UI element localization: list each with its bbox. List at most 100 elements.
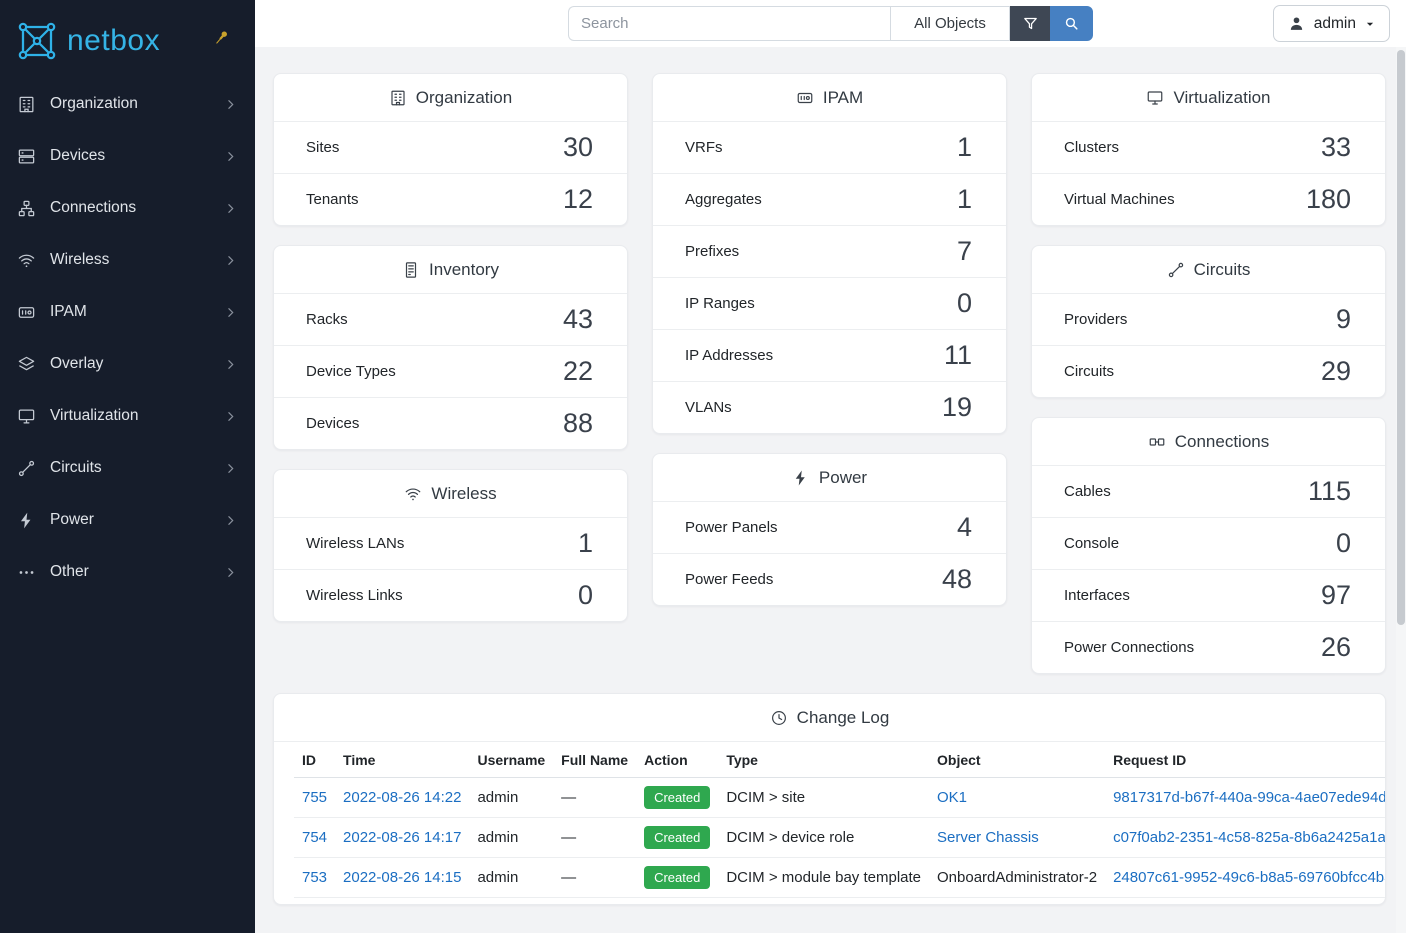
filter-button[interactable] xyxy=(1010,6,1050,41)
pin-icon[interactable] xyxy=(212,28,231,47)
netbox-logo-text: netbox xyxy=(67,24,161,57)
stat-link-wireless-links[interactable]: Wireless Links xyxy=(306,587,403,604)
change-time-link[interactable]: 2022-08-26 14:17 xyxy=(343,829,462,846)
change-object: OnboardAdministrator-2 xyxy=(929,857,1106,898)
change-time-link[interactable]: 2022-08-26 14:15 xyxy=(343,869,462,886)
stat-link-devices[interactable]: Devices xyxy=(306,415,360,432)
change-request-id-link[interactable]: 24807c61-9952-49c6-b8a5-69760bfcc4b3 xyxy=(1113,869,1386,886)
sidebar-item-power[interactable]: Power xyxy=(0,494,255,546)
dashboard-column-1: Organization Sites 30 Tenants 12 Invento… xyxy=(273,73,628,693)
stat-link-aggregates[interactable]: Aggregates xyxy=(685,191,762,208)
stat-link-clusters[interactable]: Clusters xyxy=(1064,139,1120,156)
stat-row: Sites 30 xyxy=(274,122,627,174)
cable-icon xyxy=(1148,433,1166,451)
stat-link-cables[interactable]: Cables xyxy=(1064,483,1111,500)
stat-link-power-connections[interactable]: Power Connections xyxy=(1064,639,1195,656)
card-title: Power xyxy=(818,468,868,487)
stat-link-vlans[interactable]: VLANs xyxy=(685,399,732,416)
change-full-name: — xyxy=(553,857,637,898)
circuits-card: Circuits Providers 9 Circuits 29 xyxy=(1031,245,1386,398)
change-request-id-link[interactable]: c07f0ab2-2351-4c58-825a-8b6a2425a1ab xyxy=(1113,829,1386,846)
col-header-full-name: Full Name xyxy=(553,742,637,778)
stat-link-ip-ranges[interactable]: IP Ranges xyxy=(685,295,755,312)
ip-box-icon xyxy=(17,303,36,322)
stat-link-tenants[interactable]: Tenants xyxy=(306,191,359,208)
change-id-link[interactable]: 754 xyxy=(302,829,328,846)
card-title: Circuits xyxy=(1193,260,1251,279)
rack-icon xyxy=(402,261,420,279)
stat-row: Wireless Links 0 xyxy=(274,570,627,621)
stat-value: 19 xyxy=(941,392,972,422)
changelog-table: ID Time Username Full Name Action Type O… xyxy=(294,742,1386,898)
user-menu-button[interactable]: admin xyxy=(1272,5,1390,42)
search-button[interactable] xyxy=(1050,6,1093,41)
scrollbar[interactable] xyxy=(1396,47,1406,933)
change-username: admin xyxy=(469,857,554,898)
stat-link-virtual-machines[interactable]: Virtual Machines xyxy=(1064,191,1175,208)
sidebar-item-organization[interactable]: Organization xyxy=(0,78,255,130)
sidebar-item-connections[interactable]: Connections xyxy=(0,182,255,234)
card-title: IPAM xyxy=(822,88,864,107)
stat-value: 33 xyxy=(1320,132,1351,162)
wireless-card: Wireless Wireless LANs 1 Wireless Links … xyxy=(273,469,628,622)
transit-icon xyxy=(1167,261,1185,279)
change-object-link[interactable]: OK1 xyxy=(937,789,968,806)
stat-row: Power Feeds 48 xyxy=(653,554,1006,605)
change-id-link[interactable]: 755 xyxy=(302,789,328,806)
stat-value: 0 xyxy=(577,580,593,610)
search-input[interactable] xyxy=(568,6,890,41)
stat-link-vrfs[interactable]: VRFs xyxy=(685,139,723,156)
organization-card: Organization Sites 30 Tenants 12 xyxy=(273,73,628,226)
stat-row: VRFs 1 xyxy=(653,122,1006,174)
stat-link-device-types[interactable]: Device Types xyxy=(306,363,396,380)
stat-link-circuits[interactable]: Circuits xyxy=(1064,363,1115,380)
stat-value: 29 xyxy=(1320,356,1351,386)
sidebar-item-circuits[interactable]: Circuits xyxy=(0,442,255,494)
sidebar-item-virtualization[interactable]: Virtualization xyxy=(0,390,255,442)
stat-link-wireless-lans[interactable]: Wireless LANs xyxy=(306,535,405,552)
stat-link-prefixes[interactable]: Prefixes xyxy=(685,243,740,260)
stat-link-ip-addresses[interactable]: IP Addresses xyxy=(685,347,774,364)
change-request-id-link[interactable]: 9817317d-b67f-440a-99ca-4ae07ede94df xyxy=(1113,789,1386,806)
stat-value: 0 xyxy=(1335,528,1351,558)
card-title: Organization xyxy=(415,88,513,107)
sidebar-item-ipam[interactable]: IPAM xyxy=(0,286,255,338)
stat-link-racks[interactable]: Racks xyxy=(306,311,348,328)
object-type-select[interactable]: All Objects xyxy=(890,6,1010,41)
stat-row: Clusters 33 xyxy=(1032,122,1385,174)
sidebar-item-overlay[interactable]: Overlay xyxy=(0,338,255,390)
stat-value: 26 xyxy=(1320,632,1351,662)
stat-value: 22 xyxy=(562,356,593,386)
card-header: Inventory xyxy=(274,246,627,294)
stat-row: Power Connections 26 xyxy=(1032,622,1385,673)
sidebar-item-wireless[interactable]: Wireless xyxy=(0,234,255,286)
stat-link-interfaces[interactable]: Interfaces xyxy=(1064,587,1130,604)
change-object-link[interactable]: Server Chassis xyxy=(937,829,1039,846)
stat-link-providers[interactable]: Providers xyxy=(1064,311,1128,328)
sidebar: netbox Organization Devices xyxy=(0,0,255,933)
scrollbar-thumb[interactable] xyxy=(1397,50,1405,625)
col-header-time: Time xyxy=(335,742,470,778)
stat-row: VLANs 19 xyxy=(653,382,1006,433)
col-header-action: Action xyxy=(636,742,719,778)
stat-row: Cables 115 xyxy=(1032,466,1385,518)
sidebar-item-devices[interactable]: Devices xyxy=(0,130,255,182)
change-username: admin xyxy=(469,777,554,818)
col-header-type: Type xyxy=(718,742,929,778)
stat-row: Wireless LANs 1 xyxy=(274,518,627,570)
change-time-link[interactable]: 2022-08-26 14:22 xyxy=(343,789,462,806)
logo[interactable]: netbox xyxy=(0,0,255,78)
sidebar-item-other[interactable]: Other xyxy=(0,546,255,598)
changelog-header-row: ID Time Username Full Name Action Type O… xyxy=(294,742,1385,778)
stat-value: 115 xyxy=(1307,476,1351,506)
stat-link-console[interactable]: Console xyxy=(1064,535,1120,552)
change-id-link[interactable]: 753 xyxy=(302,869,328,886)
stat-link-power-feeds[interactable]: Power Feeds xyxy=(685,571,774,588)
sidebar-item-label: Power xyxy=(50,511,94,528)
col-header-username: Username xyxy=(469,742,554,778)
action-badge: Created xyxy=(644,866,711,889)
stat-row: Providers 9 xyxy=(1032,294,1385,346)
stat-value: 9 xyxy=(1335,304,1351,334)
stat-link-power-panels[interactable]: Power Panels xyxy=(685,519,778,536)
stat-link-sites[interactable]: Sites xyxy=(306,139,340,156)
